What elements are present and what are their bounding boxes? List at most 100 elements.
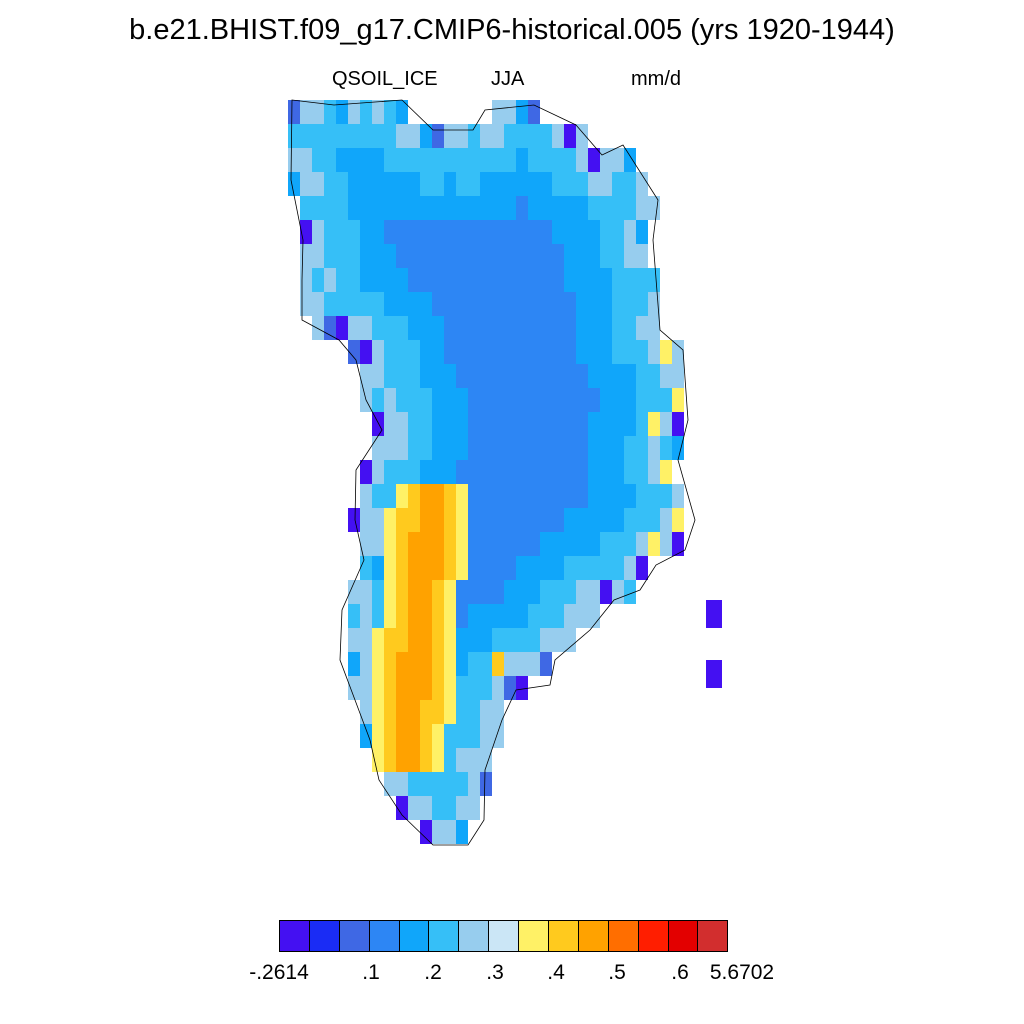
grid-cell: [372, 484, 384, 508]
grid-cell: [648, 316, 660, 340]
grid-cell: [660, 460, 672, 484]
grid-cell: [456, 724, 468, 748]
grid-cell: [420, 820, 432, 844]
grid-cell: [480, 604, 492, 628]
grid-cell: [504, 148, 516, 172]
grid-cell: [456, 628, 468, 652]
grid-cell: [552, 244, 564, 268]
grid-cell: [468, 796, 480, 820]
grid-cell: [612, 484, 624, 508]
grid-cell: [564, 220, 576, 244]
grid-cell: [576, 508, 588, 532]
grid-cell: [528, 580, 540, 604]
grid-cell: [516, 460, 528, 484]
grid-cell: [444, 340, 456, 364]
grid-cell: [564, 316, 576, 340]
grid-cell: [660, 364, 672, 388]
grid-cell: [516, 436, 528, 460]
grid-cell: [516, 556, 528, 580]
grid-cell: [528, 244, 540, 268]
grid-cell: [540, 292, 552, 316]
grid-cell: [648, 388, 660, 412]
grid-cell: [600, 460, 612, 484]
grid-cell: [432, 316, 444, 340]
grid-cell: [408, 412, 420, 436]
grid-cell: [588, 604, 600, 628]
grid-cell: [504, 436, 516, 460]
grid-cell: [624, 148, 636, 172]
grid-cell: [360, 292, 372, 316]
grid-cell: [480, 628, 492, 652]
grid-cell: [540, 172, 552, 196]
grid-cell: [636, 556, 648, 580]
grid-cell: [552, 268, 564, 292]
grid-cell: [624, 220, 636, 244]
grid-cell: [444, 604, 456, 628]
grid-cell: [456, 460, 468, 484]
grid-cell: [528, 652, 540, 676]
grid-cell: [420, 508, 432, 532]
grid-cell: [528, 196, 540, 220]
grid-cell: [576, 292, 588, 316]
grid-cell: [636, 460, 648, 484]
grid-cell: [372, 388, 384, 412]
grid-cell: [540, 340, 552, 364]
grid-cell: [348, 196, 360, 220]
grid-cell: [564, 244, 576, 268]
grid-cell: [396, 628, 408, 652]
grid-cell: [372, 508, 384, 532]
grid-cell: [564, 172, 576, 196]
grid-cell: [300, 292, 312, 316]
plot-title: b.e21.BHIST.f09_g17.CMIP6-historical.005…: [129, 14, 895, 46]
grid-cell: [492, 484, 504, 508]
grid-cell: [492, 604, 504, 628]
grid-cell: [528, 628, 540, 652]
grid-cell: [372, 724, 384, 748]
grid-cell: [324, 124, 336, 148]
grid-cell: [312, 100, 324, 124]
units-label: mm/d: [631, 68, 681, 90]
grid-cell: [336, 220, 348, 244]
grid-cell: [516, 316, 528, 340]
grid-cell: [504, 484, 516, 508]
grid-cell: [468, 388, 480, 412]
grid-cell: [396, 244, 408, 268]
grid-cell: [456, 172, 468, 196]
grid-cell: [396, 268, 408, 292]
grid-cell: [600, 436, 612, 460]
grid-cell: [384, 436, 396, 460]
grid-cell: [468, 292, 480, 316]
grid-cell: [612, 388, 624, 412]
grid-cell: [384, 508, 396, 532]
grid-cell: [348, 316, 360, 340]
grid-cell: [324, 196, 336, 220]
colorbar-swatch: [667, 920, 699, 952]
grid-cell: [384, 412, 396, 436]
grid-cell: [456, 244, 468, 268]
grid-cell: [300, 148, 312, 172]
grid-cell: [384, 700, 396, 724]
grid-cell: [480, 124, 492, 148]
colorbar-tick-label: .6: [671, 961, 689, 984]
grid-cell: [504, 460, 516, 484]
grid-cell: [420, 484, 432, 508]
grid-cell: [540, 148, 552, 172]
grid-cell: [420, 556, 432, 580]
grid-cell: [372, 244, 384, 268]
grid-cell: [444, 700, 456, 724]
grid-cell: [492, 340, 504, 364]
grid-cell: [300, 100, 312, 124]
grid-cell: [444, 676, 456, 700]
grid-cell: [552, 340, 564, 364]
grid-cell: [492, 724, 504, 748]
grid-cell: [408, 124, 420, 148]
grid-cell: [324, 100, 336, 124]
grid-cell: [384, 196, 396, 220]
grid-cell: [468, 316, 480, 340]
grid-cell: [576, 148, 588, 172]
grid-cell: [468, 244, 480, 268]
grid-cell: [312, 268, 324, 292]
grid-cell: [420, 652, 432, 676]
grid-cell: [324, 244, 336, 268]
grid-cell: [600, 532, 612, 556]
